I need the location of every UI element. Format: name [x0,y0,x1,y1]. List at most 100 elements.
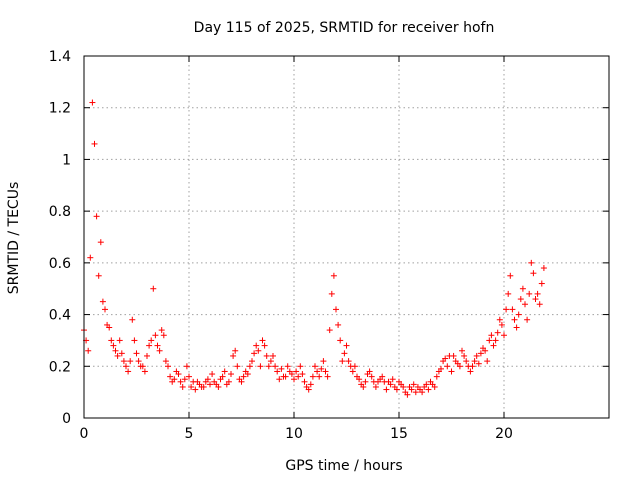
data-point [312,363,318,370]
data-point [501,332,507,339]
data-point [301,378,308,385]
data-point [253,342,260,349]
data-point [175,371,182,378]
data-point [95,272,102,279]
data-point [148,337,155,344]
data-point [351,363,358,370]
data-point [366,368,373,375]
data-point [433,373,440,380]
x-axis-label: GPS time / hours [285,458,402,474]
data-point [261,342,268,349]
data-point [192,386,199,393]
data-point [118,350,125,357]
data-point [238,378,245,385]
data-point [503,306,510,313]
data-point [240,373,247,380]
data-point [291,376,297,383]
data-point [120,358,127,365]
data-point [473,352,480,359]
data-point [534,290,541,297]
data-point [360,383,367,390]
data-point [267,358,274,365]
data-point [362,378,369,385]
data-point [141,368,148,375]
data-point [335,321,342,328]
data-point [297,363,304,370]
data-point [89,99,96,106]
data-point [477,350,484,357]
y-tick-label: 0 [62,411,71,427]
x-tick-label: 10 [285,426,303,442]
data-point [343,342,350,349]
data-point [517,296,524,303]
data-point [519,285,526,292]
data-point [372,383,379,390]
data-point [314,368,321,375]
data-point [85,347,92,354]
data-point [404,391,411,398]
data-point [536,301,543,308]
data-point [219,373,226,380]
y-tick-label: 0.8 [49,204,71,220]
data-point [459,347,465,354]
data-point [114,352,121,359]
data-point [230,352,237,359]
data-point [263,352,270,359]
data-point [337,337,344,344]
data-point [368,373,375,380]
data-point [246,363,253,370]
data-point [444,363,451,370]
data-point [538,280,545,287]
y-tick-label: 0.6 [49,256,71,272]
data-point [307,381,314,388]
data-point [383,386,390,393]
data-point [123,363,129,370]
y-axis-label: SRMTID / TECUs [6,182,22,295]
data-point [322,368,329,375]
data-point [484,358,491,365]
data-point [305,386,312,393]
data-point [87,254,94,261]
data-point [177,378,184,385]
data-point [106,324,113,331]
x-tick-label: 20 [495,426,513,442]
data-point [152,332,159,339]
data-point [482,347,489,354]
data-point [425,386,432,393]
data-point [461,352,468,359]
data-point [515,311,522,318]
data-point [496,316,503,323]
x-tick-label: 15 [390,426,408,442]
axis-ticks [83,55,609,419]
chart-title: Day 115 of 2025, SRMTID for receiver hof… [194,20,495,36]
data-point [320,358,327,365]
data-point [341,350,348,357]
data-point [488,332,495,339]
data-point [278,365,285,372]
data-point [125,368,132,375]
data-point [276,376,283,383]
data-point [200,383,207,390]
data-point [467,368,474,375]
data-points [81,99,547,398]
data-point [139,363,146,370]
y-tick-label: 0.4 [49,308,71,324]
data-point [160,332,167,339]
data-point [270,352,276,359]
data-point [207,381,213,388]
data-point [131,337,138,344]
data-point [316,373,323,380]
data-point [494,329,501,336]
y-tick-label: 0.2 [49,359,71,375]
data-point [471,358,478,365]
data-point [507,272,514,279]
data-point [150,285,157,292]
data-point [228,371,234,378]
data-point [127,358,134,365]
data-point [456,363,463,370]
data-point [234,363,241,370]
data-point [412,389,419,396]
data-point [221,368,228,375]
data-point [524,316,531,323]
data-point [215,383,222,390]
